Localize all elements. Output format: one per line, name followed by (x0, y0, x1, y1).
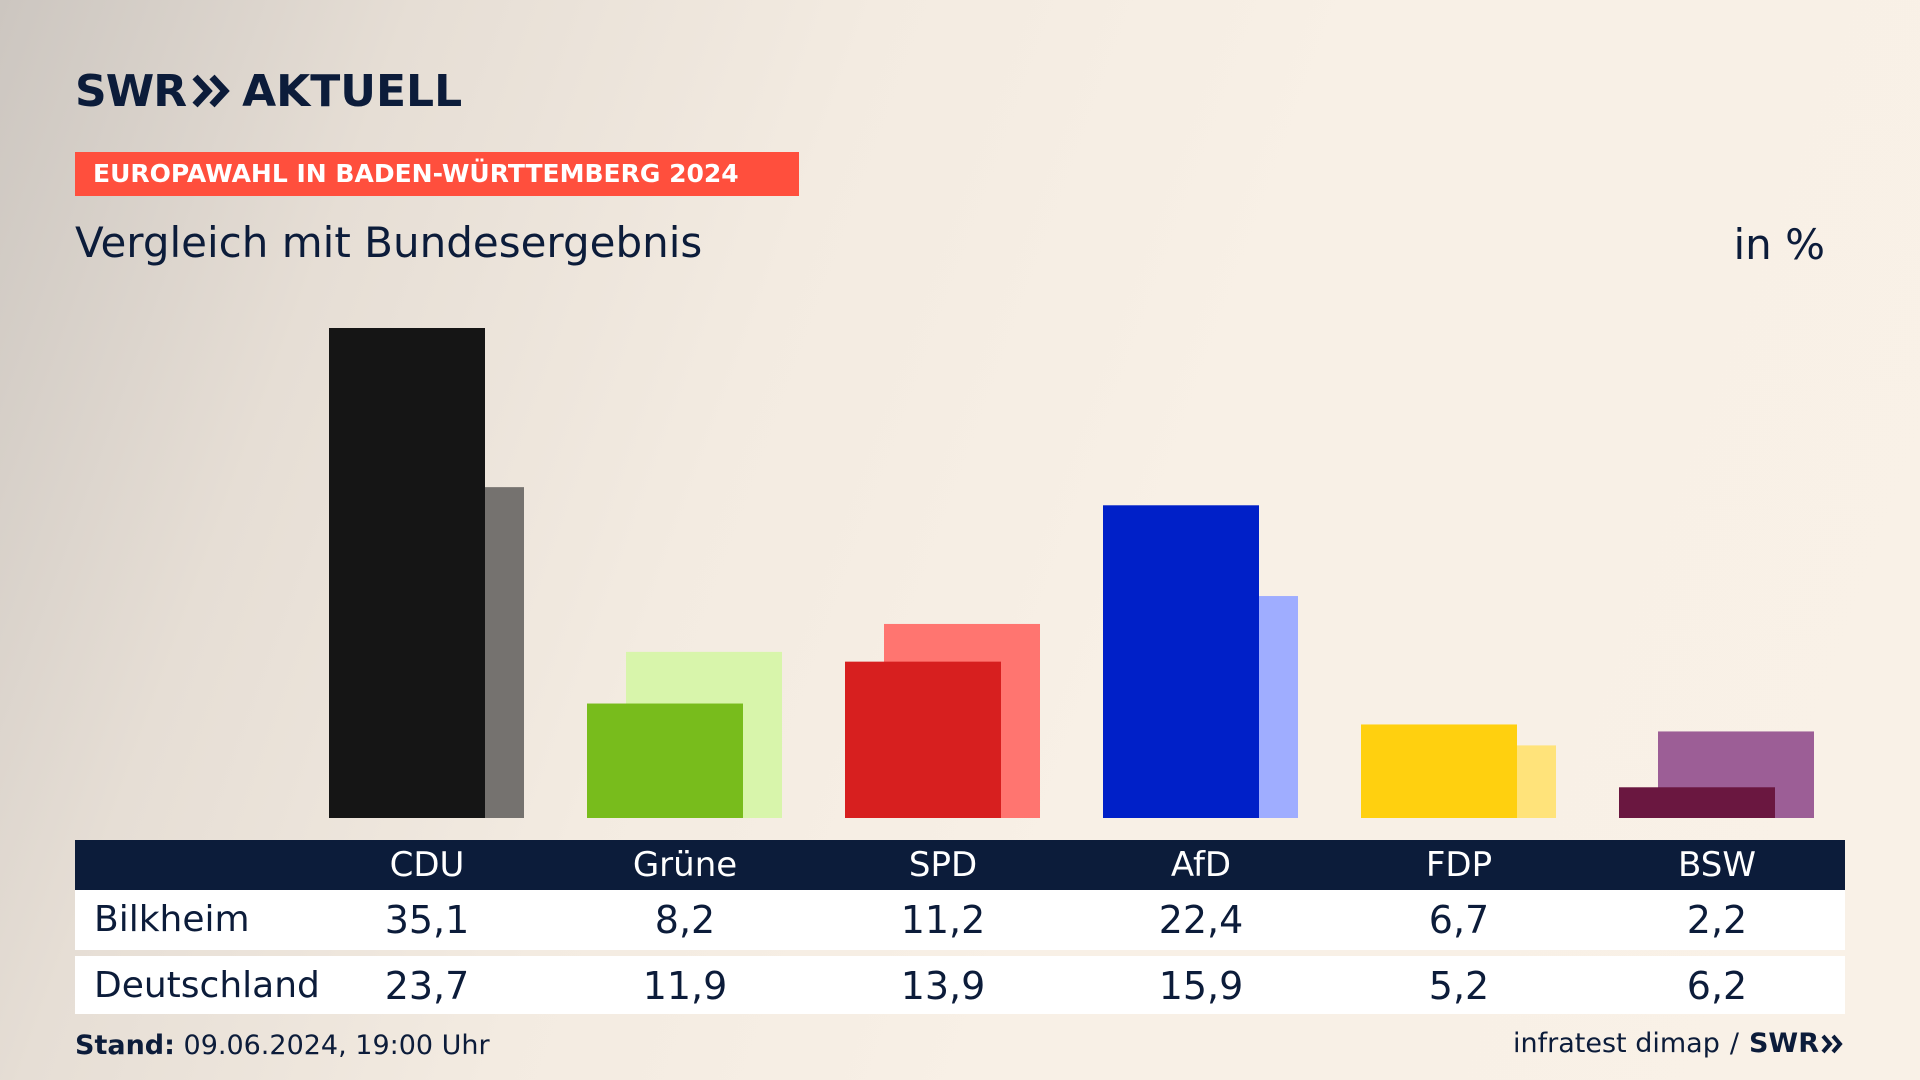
value-deutschland-bsw: 6,2 (1686, 964, 1748, 1008)
logo-chevrons-icon (192, 74, 230, 108)
column-header-grüne: Grüne (632, 845, 738, 885)
column-header-fdp: FDP (1425, 845, 1493, 885)
bar-chart (329, 328, 1814, 818)
footer-swr-logo: SWR (1749, 1028, 1845, 1059)
logo-aktuell-text: AKTUELL (242, 65, 463, 117)
results-table: CDU Grüne SPD AfD FDP BSW Bilkheim 35,1 8,2 11,… (75, 840, 1845, 1014)
bar-bilkheim-spd (845, 661, 1001, 818)
value-deutschland-fdp: 5,2 (1428, 964, 1490, 1008)
value-bilkheim-bsw: 2,2 (1686, 898, 1748, 942)
value-bilkheim-grüne: 8,2 (654, 898, 716, 942)
bar-bilkheim-fdp (1361, 724, 1517, 818)
stand-value: 09.06.2024, 19:00 Uhr (183, 1030, 490, 1061)
row-label-deutschland: Deutschland (94, 965, 320, 1006)
table-header-row: CDU Grüne SPD AfD FDP BSW (75, 840, 1845, 890)
timestamp: Stand: 09.06.2024, 19:00 Uhr (75, 1030, 490, 1061)
unit-label: in % (1733, 220, 1825, 269)
table-row-bilkheim: Bilkheim 35,1 8,2 11,2 22,4 6,7 2,2 (75, 890, 1845, 950)
election-banner: EUROPAWAHL IN BADEN-WÜRTTEMBERG 2024 (75, 152, 799, 196)
bar-bilkheim-bsw (1619, 787, 1775, 818)
row-label-bilkheim: Bilkheim (94, 899, 250, 940)
value-deutschland-grüne: 11,9 (642, 964, 728, 1008)
footer-swr-text: SWR (1748, 1028, 1819, 1059)
source-credit: infratest dimap / SWR (1513, 1028, 1845, 1059)
column-header-cdu: CDU (389, 845, 465, 885)
column-header-spd: SPD (908, 845, 978, 885)
column-header-afd: AfD (1170, 845, 1232, 885)
footer-chevrons-icon (1821, 1034, 1843, 1053)
value-bilkheim-fdp: 6,7 (1428, 898, 1490, 942)
chart-subtitle: Vergleich mit Bundesergebnis (75, 218, 703, 267)
value-deutschland-afd: 15,9 (1158, 964, 1244, 1008)
table-row-deutschland: Deutschland 23,7 11,9 13,9 15,9 5,2 6,2 (75, 956, 1845, 1014)
value-deutschland-cdu: 23,7 (384, 964, 470, 1008)
column-header-bsw: BSW (1678, 845, 1756, 885)
value-bilkheim-afd: 22,4 (1158, 898, 1244, 942)
value-deutschland-spd: 13,9 (900, 964, 986, 1008)
source-name: infratest dimap (1513, 1028, 1720, 1059)
bar-bilkheim-afd (1103, 505, 1259, 818)
stand-label: Stand: (75, 1030, 175, 1061)
source-separator: / (1729, 1028, 1739, 1059)
bar-bilkheim-grüne (587, 703, 743, 818)
swr-aktuell-logo: SWR AKTUELL (75, 65, 463, 117)
bar-bilkheim-cdu (329, 328, 485, 818)
logo-swr-text: SWR (75, 65, 187, 117)
value-bilkheim-cdu: 35,1 (384, 898, 470, 942)
value-bilkheim-spd: 11,2 (900, 898, 986, 942)
